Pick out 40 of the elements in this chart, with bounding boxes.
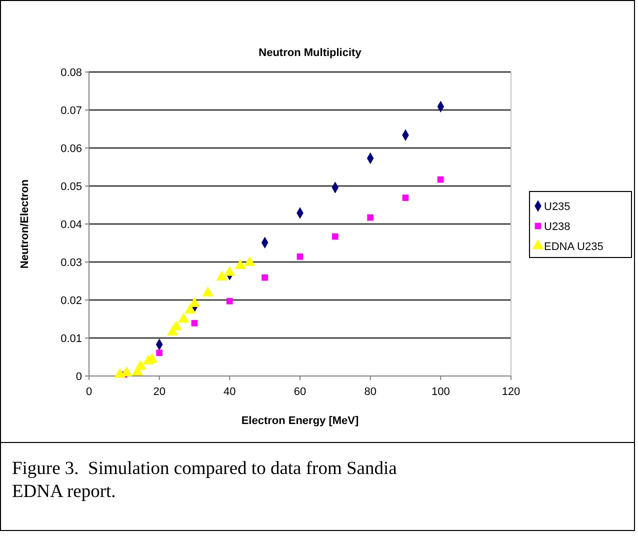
x-tick-label: 20 [153,386,166,398]
y-tick-label: 0.05 [60,181,82,193]
legend-label: U235 [544,201,570,213]
point [296,254,304,260]
point [438,176,444,183]
point [234,259,246,270]
point [244,256,256,266]
legend-label: U238 [544,221,570,233]
point [191,320,198,326]
y-tick-label: 0.01 [60,333,82,345]
x-tick-label: 60 [294,386,306,398]
legend-label: EDNA U235 [544,241,604,253]
y-tick-label: 0.08 [60,67,82,79]
point [262,274,268,281]
caption: Figure 3. Simulation compared to data from Sandia EDNA report. [12,459,397,502]
x-tick-label: 100 [431,386,450,398]
point [226,298,233,304]
point [135,360,146,370]
y-axis-title: Neutron/Electron [19,179,31,269]
y-tick-label: 0.03 [60,257,82,269]
x-tick-label: 40 [224,386,236,398]
x-tick-label: 0 [86,386,92,398]
point [367,214,374,221]
x-tick-label: 120 [502,386,520,398]
point [202,286,214,296]
y-tick-label: 0.07 [60,105,82,117]
y-tick-label: 0 [76,371,82,383]
point [184,304,196,314]
x-tick-label: 80 [364,386,376,398]
chart-title: Neutron Multiplicity [258,47,362,59]
point [156,350,162,356]
point [178,312,190,323]
y-tick-label: 0.02 [60,295,82,307]
y-tick-label: 0.04 [60,219,82,231]
point [332,233,338,240]
point [216,270,228,280]
y-tick-label: 0.06 [60,143,82,155]
point [224,266,236,276]
x-axis-title: Electron Energy [MeV] [241,415,360,427]
point [402,194,409,201]
